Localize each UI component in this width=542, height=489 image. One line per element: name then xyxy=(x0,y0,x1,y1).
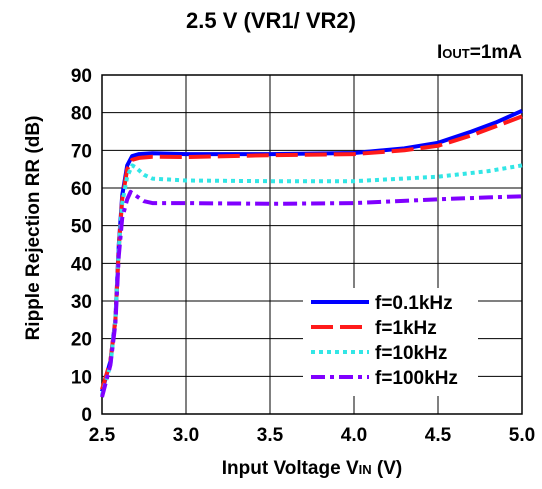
series-line xyxy=(100,114,523,391)
y-tick-label: 10 xyxy=(71,367,92,388)
legend-label: f=1kHz xyxy=(375,318,437,339)
y-tick-label: 40 xyxy=(71,254,92,275)
series-line xyxy=(100,189,523,398)
plot-frame xyxy=(101,74,523,415)
y-tick-label: 70 xyxy=(71,141,92,162)
condition-value: =1mA xyxy=(469,42,522,63)
x-axis-label-unit: (V) xyxy=(371,458,403,479)
chart-title: 2.5 V (VR1/ VR2) xyxy=(186,8,356,33)
y-tick-label: 30 xyxy=(71,292,92,313)
legend-label: f=0.1kHz xyxy=(375,293,453,314)
x-tick-label: 2.5 xyxy=(89,425,116,446)
condition-subscript: OUT xyxy=(442,46,470,61)
x-axis-label: Input Voltage VIN (V) xyxy=(102,458,522,480)
legend-label: f=100kHz xyxy=(375,368,458,389)
condition-main: I xyxy=(436,42,443,63)
y-tick-label: 90 xyxy=(71,66,92,87)
x-axis-label-main: Input Voltage V xyxy=(221,458,359,479)
legend-label: f=10kHz xyxy=(375,343,447,364)
condition-label: IOUT=1mA xyxy=(437,42,522,64)
x-tick-label: 3.5 xyxy=(257,425,284,446)
y-tick-label: 20 xyxy=(71,330,92,351)
x-tick-label: 5.0 xyxy=(509,425,535,446)
y-tick-label: 60 xyxy=(71,179,92,200)
x-axis-label-subscript: IN xyxy=(358,462,372,477)
y-tick-label: 50 xyxy=(71,217,92,238)
y-tick-label: 0 xyxy=(81,405,92,426)
x-tick-label: 4.0 xyxy=(341,425,367,446)
y-tick-label: 80 xyxy=(71,104,92,125)
x-tick-label: 4.5 xyxy=(425,425,452,446)
x-tick-label: 3.0 xyxy=(173,425,199,446)
